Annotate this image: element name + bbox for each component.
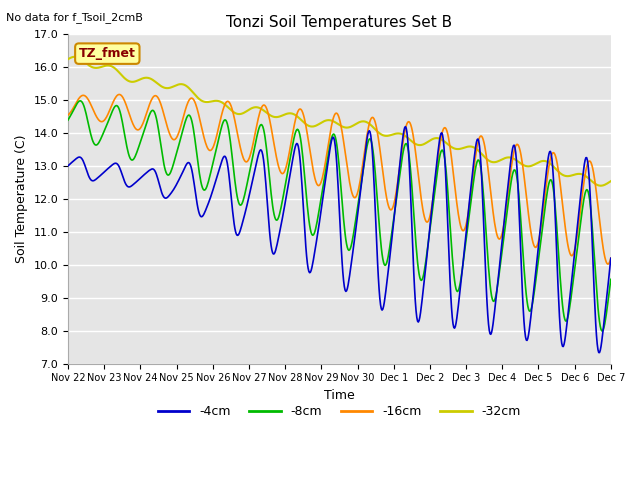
Title: Tonzi Soil Temperatures Set B: Tonzi Soil Temperatures Set B — [227, 15, 452, 30]
X-axis label: Time: Time — [324, 389, 355, 402]
Y-axis label: Soil Temperature (C): Soil Temperature (C) — [15, 134, 28, 263]
Text: TZ_fmet: TZ_fmet — [79, 47, 136, 60]
Legend: -4cm, -8cm, -16cm, -32cm: -4cm, -8cm, -16cm, -32cm — [153, 400, 526, 423]
Text: No data for f_Tsoil_2cmB: No data for f_Tsoil_2cmB — [6, 12, 143, 23]
